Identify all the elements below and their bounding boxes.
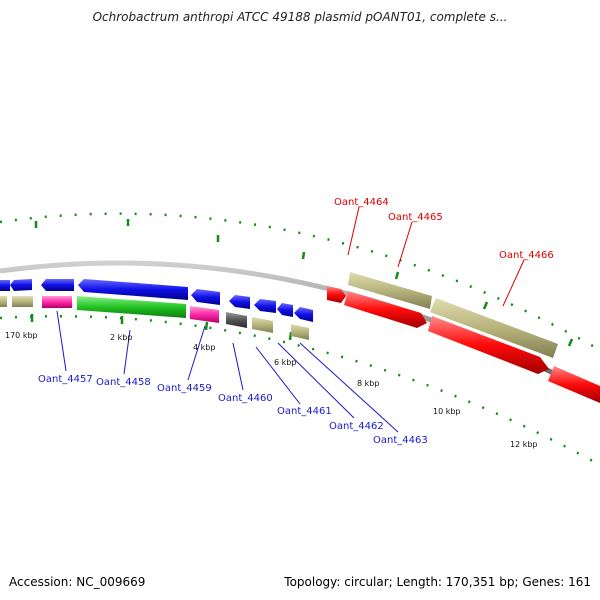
gene-label[interactable]: Oant_4464 <box>334 197 389 208</box>
scale-label: 2 kbp <box>110 333 132 342</box>
outer-major-ticks <box>34 219 574 347</box>
inner-major-ticks <box>30 314 293 341</box>
leader-line <box>123 329 131 375</box>
gene-arrow-blue[interactable] <box>0 280 10 291</box>
gene-arrow-blue[interactable] <box>254 299 276 313</box>
inner-major-tick <box>288 331 293 341</box>
gene-arrow-blue[interactable] <box>78 279 188 300</box>
gene-arrow-red[interactable] <box>548 366 600 403</box>
gene-label[interactable]: Oant_4463 <box>373 435 428 446</box>
gene-label[interactable]: Oant_4461 <box>277 406 332 417</box>
gene-arrow-blue[interactable] <box>277 303 293 317</box>
gene-label[interactable]: Oant_4458 <box>96 377 151 388</box>
gene-label[interactable]: Oant_4466 <box>499 250 554 261</box>
gene-labels-reverse: Oant_4457 Oant_4458 Oant_4459 Oant_4460 … <box>38 374 428 446</box>
gene-label[interactable]: Oant_4457 <box>38 374 93 385</box>
outer-major-tick <box>482 301 489 310</box>
outer-major-tick <box>394 271 400 280</box>
gene-box-magenta[interactable] <box>42 296 72 308</box>
gene-arrow-blue[interactable] <box>10 279 32 291</box>
gene-box-tan[interactable] <box>291 324 309 340</box>
gene-box-tan[interactable] <box>252 317 273 333</box>
leader-line <box>299 342 399 433</box>
scale-label: 170 kbp <box>5 331 38 340</box>
outer-tick-ring <box>0 212 600 352</box>
leader-line <box>347 206 360 256</box>
gene-arrow-red[interactable] <box>428 316 549 374</box>
leader-line <box>56 310 67 372</box>
scale-label: 12 kbp <box>510 440 538 449</box>
gene-box-green[interactable] <box>77 296 186 318</box>
gene-box-tan[interactable] <box>430 298 558 358</box>
leader-line <box>397 221 413 268</box>
leader-line <box>277 342 355 419</box>
scale-label: 10 kbp <box>433 407 461 416</box>
accession-text: Accession: NC_009669 <box>9 575 146 589</box>
gene-label[interactable]: Oant_4460 <box>218 393 273 404</box>
gene-arrow-blue[interactable] <box>229 295 250 309</box>
topology-stats-text: Topology: circular; Length: 170,351 bp; … <box>284 575 591 589</box>
scale-labels: 170 kbp 2 kbp 4 kbp 6 kbp 8 kbp 10 kbp 1… <box>5 331 538 449</box>
forward-strand-left[interactable] <box>0 279 313 322</box>
leader-line <box>255 346 301 405</box>
scale-label: 6 kbp <box>274 358 296 367</box>
gene-label[interactable]: Oant_4459 <box>157 383 212 394</box>
outer-major-tick <box>301 251 306 260</box>
label-leaders-red <box>347 206 525 307</box>
gene-arrow-red[interactable] <box>327 286 346 303</box>
leader-line <box>232 342 244 391</box>
reverse-strand-left[interactable] <box>0 296 309 340</box>
label-leaders-blue <box>56 310 399 433</box>
forward-strand-right[interactable] <box>327 272 600 403</box>
map-title: Ochrobactrum anthropi ATCC 49188 plasmid… <box>92 10 508 24</box>
scale-label: 8 kbp <box>357 379 379 388</box>
gene-arrow-blue[interactable] <box>41 279 74 291</box>
gene-box-tan[interactable] <box>0 296 7 307</box>
gene-box-magenta[interactable] <box>190 306 219 323</box>
gene-box-tan[interactable] <box>348 272 432 309</box>
gene-label[interactable]: Oant_4462 <box>329 421 384 432</box>
leader-line <box>187 325 206 381</box>
gene-label[interactable]: Oant_4465 <box>388 212 443 223</box>
gene-arrow-red[interactable] <box>344 291 427 328</box>
scale-label: 4 kbp <box>193 343 215 352</box>
leader-line <box>502 259 525 307</box>
outer-tick-dots <box>0 212 600 352</box>
gene-box-tan[interactable] <box>12 296 33 307</box>
outer-major-tick <box>567 338 574 347</box>
inner-tick-ring <box>0 314 600 467</box>
gene-labels-forward: Oant_4464 Oant_4465 Oant_4466 <box>334 197 554 261</box>
gene-box-gray[interactable] <box>226 312 247 328</box>
inner-major-tick <box>204 321 209 331</box>
gene-arrow-blue[interactable] <box>294 307 313 322</box>
gene-arrow-blue[interactable] <box>191 289 220 305</box>
